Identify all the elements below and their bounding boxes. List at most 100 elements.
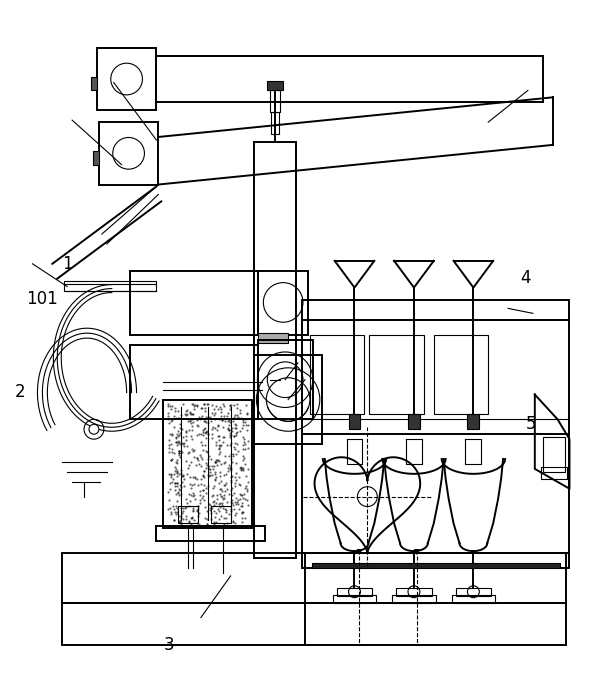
Point: [180, 503, 190, 514]
Point: [181, 501, 191, 512]
Point: [210, 456, 220, 468]
Point: [214, 403, 223, 415]
Point: [217, 498, 227, 509]
Point: [195, 498, 205, 509]
Point: [224, 451, 233, 462]
Point: [182, 469, 191, 480]
Point: [225, 428, 235, 439]
Point: [215, 466, 225, 477]
Point: [232, 410, 242, 421]
Point: [188, 446, 198, 457]
Circle shape: [89, 424, 99, 434]
Point: [203, 411, 213, 422]
Point: [200, 403, 209, 414]
Point: [215, 401, 224, 413]
Bar: [312, 563, 560, 568]
Point: [185, 408, 195, 419]
Point: [237, 422, 247, 433]
Point: [218, 398, 228, 409]
Point: [230, 487, 239, 498]
Point: [205, 411, 214, 422]
Point: [203, 425, 212, 436]
Point: [203, 470, 213, 481]
Point: [179, 514, 188, 525]
Bar: [62, 602, 566, 645]
Point: [226, 462, 235, 473]
Point: [171, 508, 181, 519]
Point: [214, 477, 224, 489]
Point: [164, 494, 174, 505]
Bar: [271, 112, 279, 134]
Point: [187, 482, 196, 493]
Point: [221, 477, 230, 489]
Bar: [452, 595, 495, 602]
Point: [218, 502, 228, 513]
Point: [176, 516, 186, 527]
Point: [166, 428, 175, 439]
Point: [172, 428, 182, 439]
Point: [172, 468, 182, 479]
Point: [188, 488, 198, 499]
Point: [239, 433, 249, 444]
Point: [233, 495, 242, 506]
Point: [193, 510, 203, 521]
Point: [232, 475, 241, 486]
Point: [223, 466, 233, 477]
Point: [214, 443, 224, 454]
Point: [226, 477, 235, 488]
Point: [196, 478, 205, 489]
Point: [210, 423, 220, 434]
Point: [236, 500, 246, 512]
Point: [164, 417, 174, 429]
Text: 5: 5: [526, 415, 536, 433]
Point: [172, 496, 181, 507]
Point: [220, 486, 230, 497]
Point: [221, 451, 230, 462]
Point: [175, 515, 184, 526]
Point: [229, 430, 238, 441]
Point: [224, 419, 234, 431]
Point: [194, 429, 204, 440]
Point: [171, 433, 181, 444]
Point: [243, 476, 253, 487]
Point: [167, 429, 176, 440]
Point: [215, 488, 225, 499]
Point: [209, 495, 218, 506]
Point: [175, 452, 185, 463]
Point: [220, 480, 230, 491]
Point: [244, 436, 253, 447]
Point: [220, 490, 229, 501]
Point: [226, 461, 235, 473]
Point: [206, 513, 215, 524]
Point: [192, 400, 202, 411]
Point: [209, 499, 218, 510]
Point: [188, 399, 197, 410]
Point: [165, 483, 175, 494]
Point: [173, 437, 182, 448]
Point: [241, 459, 250, 470]
Point: [173, 477, 182, 489]
Point: [170, 466, 180, 477]
Point: [212, 493, 222, 505]
Point: [177, 507, 187, 519]
Point: [212, 439, 221, 450]
Point: [240, 438, 250, 450]
Point: [193, 503, 202, 514]
Point: [217, 499, 227, 510]
Point: [172, 466, 182, 477]
Point: [215, 431, 224, 442]
Point: [209, 519, 218, 530]
Point: [171, 436, 181, 447]
Point: [241, 413, 251, 424]
Point: [175, 413, 184, 424]
Point: [202, 505, 212, 517]
Point: [166, 438, 175, 450]
Point: [173, 430, 182, 441]
Point: [183, 447, 193, 459]
Point: [200, 399, 209, 410]
Point: [175, 438, 185, 450]
Bar: [157, 526, 265, 541]
Point: [208, 463, 218, 475]
Point: [214, 443, 224, 454]
Point: [167, 401, 176, 412]
